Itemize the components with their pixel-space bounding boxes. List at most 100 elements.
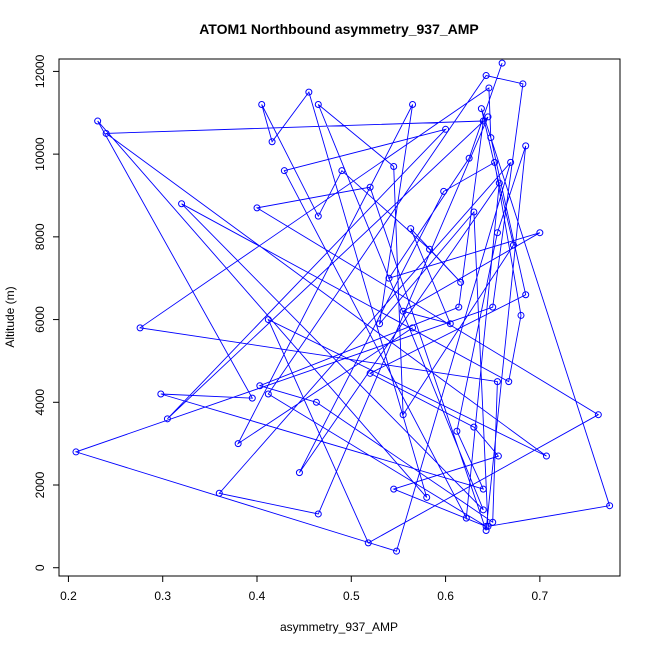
data-point [157,390,165,398]
data-point [295,469,303,477]
data-point [485,84,493,92]
data-point [393,547,401,555]
data-point [594,411,602,419]
data-point [462,514,470,522]
data-point [440,187,448,195]
data-point [482,72,490,80]
data-point [453,427,461,435]
series-lines [74,62,611,552]
data-point [423,493,431,501]
data-point [505,378,513,386]
data-point [542,452,550,460]
data-point [479,485,487,493]
y-tick-label: 0 [33,564,47,571]
y-tick-label: 6000 [33,306,47,333]
data-point [484,522,492,530]
data-point [479,117,487,125]
data-point [498,59,506,67]
x-tick-label: 0.6 [437,589,454,603]
data-point [455,303,463,311]
data-point [94,117,102,125]
data-point [248,394,256,402]
data-point [606,502,614,510]
data-point [409,100,417,108]
data-point [376,320,384,328]
x-tick-label: 0.7 [532,589,549,603]
data-point [280,167,288,175]
y-tick-label: 2000 [33,471,47,498]
data-point [470,423,478,431]
y-tick-label: 8000 [33,223,47,250]
data-point [495,179,503,187]
data-point [136,324,144,332]
y-tick-label: 12000 [33,54,47,88]
data-point [256,382,264,390]
x-tick-label: 0.5 [343,589,360,603]
data-point [479,506,487,514]
data-point [446,320,454,328]
x-tick-label: 0.2 [60,589,77,603]
data-point [442,125,450,133]
x-axis: 0.2 0.3 0.4 0.5 0.6 0.7 [60,576,549,603]
data-point [258,100,266,108]
data-point [522,142,530,150]
data-point [399,411,407,419]
y-tick-label: 4000 [33,389,47,416]
y-axis: 0 2000 4000 6000 8000 10000 12000 [33,54,59,571]
data-point [366,369,374,377]
data-point [314,212,322,220]
data-point [489,303,497,311]
data-point [399,307,407,315]
data-point [385,274,393,282]
data-point [487,134,495,142]
data-point [312,398,320,406]
data-point [517,311,525,319]
data-point [305,88,313,96]
data-point [522,291,530,299]
data-point [477,105,485,113]
data-point [489,518,497,526]
y-tick-label: 10000 [33,137,47,171]
data-point [72,448,80,456]
data-point [493,378,501,386]
series-points [72,59,614,555]
plot-area [58,58,621,577]
data-point [509,241,517,249]
data-point [494,452,502,460]
data-point [390,163,398,171]
data-point [493,229,501,237]
x-axis-label: asymmetry_937_AMP [280,620,398,634]
data-point [338,167,346,175]
data-point [484,113,492,121]
data-point [426,245,434,253]
data-point [457,278,465,286]
data-point [519,80,527,88]
chart-title: ATOM1 Northbound asymmetry_937_AMP [199,21,479,37]
x-tick-label: 0.3 [154,589,171,603]
data-point [470,208,478,216]
data-point [264,316,272,324]
data-point [234,440,242,448]
data-point [507,158,515,166]
y-axis-label: Altitude (m) [3,286,17,347]
data-point [465,154,473,162]
data-point [482,522,490,530]
data-point [253,204,261,212]
x-tick-label: 0.4 [249,589,266,603]
data-point [366,183,374,191]
data-point [364,539,372,547]
data-point [264,390,272,398]
data-point [482,527,490,535]
data-point [407,225,415,233]
data-point [390,485,398,493]
data-point [314,100,322,108]
data-point [409,324,417,332]
data-point [163,415,171,423]
data-point [102,129,110,137]
data-point [215,489,223,497]
data-point [314,510,322,518]
data-point [178,200,186,208]
data-point [491,158,499,166]
data-point [536,229,544,237]
